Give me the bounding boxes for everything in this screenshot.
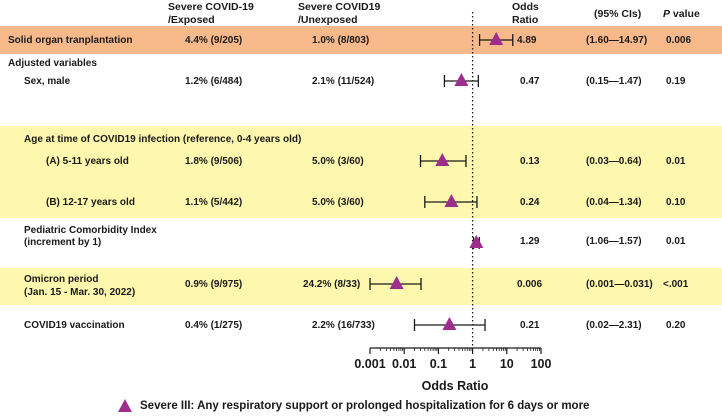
cell-or-pci: 1.29 [520, 236, 540, 247]
highlight-band-solid-organ [0, 26, 722, 54]
odds-ratio-marker [435, 153, 450, 166]
cell-ci-omicron: (0.001—0.031) [586, 279, 653, 290]
cell-ci-age-b: (0.04—1.34) [586, 197, 642, 208]
highlight-band-age [0, 126, 722, 218]
legend-label: Severe III: Any respiratory support or p… [140, 399, 590, 412]
forest-plot: 0.001 0.01 0.1 1 10 100 Odds Ratio [354, 12, 552, 393]
cell-p-omicron: <.001 [663, 279, 689, 290]
cell-or-age-b: 0.24 [520, 197, 540, 208]
cell-exposed-age-b: 1.1% (5/442) [185, 197, 243, 208]
cell-ci-pci: (1.06—1.57) [586, 236, 642, 247]
header-odds-ratio: Odds Ratio [512, 1, 539, 26]
section-heading-age: Age at time of COVID19 infection (refere… [24, 134, 302, 145]
cell-ci-vaccination: (0.02—2.31) [586, 320, 642, 331]
cell-or-sex: 0.47 [520, 76, 540, 87]
header-p-value: P value [663, 8, 700, 20]
row-label-solid-organ: Solid organ tranplantation [8, 35, 133, 46]
cell-or-age-a: 0.13 [520, 156, 540, 167]
header-unexposed: Severe COVID19/Unexposed [298, 1, 381, 26]
cell-unexposed-solid-organ: 1.0% (8/803) [312, 35, 370, 46]
cell-exposed-vaccination: 0.4% (1/275) [185, 320, 243, 331]
cell-ci-sex: (0.15—1.47) [586, 76, 642, 87]
header-ci: (95% CIs) [594, 8, 642, 20]
row-label-vaccination: COVID19 vaccination [24, 320, 125, 331]
row-label-omicron: Omicron period (Jan. 15 - Mar. 30, 2022) [24, 274, 136, 298]
cell-p-vaccination: 0.20 [666, 320, 686, 331]
cell-or-omicron: 0.006 [517, 279, 543, 290]
odds-ratio-marker [389, 276, 404, 289]
highlight-band-omicron [0, 268, 722, 305]
legend: Severe III: Any respiratory support or p… [118, 399, 589, 412]
x-tick-label: 0.01 [392, 357, 416, 371]
cell-exposed-omicron: 0.9% (9/975) [185, 279, 243, 290]
cell-unexposed-age-b: 5.0% (3/60) [312, 197, 364, 208]
odds-ratio-marker [442, 317, 457, 330]
cell-exposed-solid-organ: 4.4% (9/205) [185, 35, 243, 46]
x-tick-label: 0.001 [354, 357, 385, 371]
triangle-marker-icon [118, 399, 132, 412]
x-tick-label: 10 [500, 357, 514, 371]
header-exposed: Severe COVID-19/Exposed [168, 1, 254, 26]
odds-ratio-marker [454, 73, 469, 86]
x-tick-label: 100 [531, 357, 552, 371]
cell-unexposed-omicron: 24.2% (8/33) [303, 279, 361, 290]
cell-ci-solid-organ: (1.60—14.97) [586, 35, 648, 46]
section-heading-adjusted: Adjusted variables [8, 58, 97, 69]
cell-or-solid-organ: 4.89 [517, 35, 537, 46]
cell-p-age-a: 0.01 [666, 156, 686, 167]
cell-unexposed-sex: 2.1% (11/524) [312, 76, 375, 87]
x-tick-label: 1 [469, 357, 476, 371]
cell-ci-age-a: (0.03—0.64) [586, 156, 642, 167]
cell-exposed-age-a: 1.8% (9/506) [185, 156, 243, 167]
row-label-pci: Pediatric Comorbidity Index (increment by… [24, 225, 157, 248]
cell-p-age-b: 0.10 [666, 197, 686, 208]
odds-ratio-marker [489, 32, 504, 45]
cell-p-pci: 0.01 [666, 236, 686, 247]
cell-p-sex: 0.19 [666, 76, 686, 87]
cell-p-solid-organ: 0.006 [666, 35, 692, 46]
row-label-age-b: (B) 12-17 years old [46, 197, 135, 208]
cell-unexposed-age-a: 5.0% (3/60) [312, 156, 364, 167]
x-tick-label: 0.1 [430, 357, 447, 371]
cell-exposed-sex: 1.2% (6/484) [185, 76, 243, 87]
cell-or-vaccination: 0.21 [520, 320, 540, 331]
odds-ratio-marker [444, 194, 459, 207]
row-label-sex: Sex, male [24, 76, 71, 87]
x-axis-title: Odds Ratio [422, 379, 489, 393]
row-label-age-a: (A) 5-11 years old [46, 156, 129, 167]
odds-ratio-marker [469, 235, 484, 248]
cell-unexposed-vaccination: 2.2% (16/733) [312, 320, 375, 331]
